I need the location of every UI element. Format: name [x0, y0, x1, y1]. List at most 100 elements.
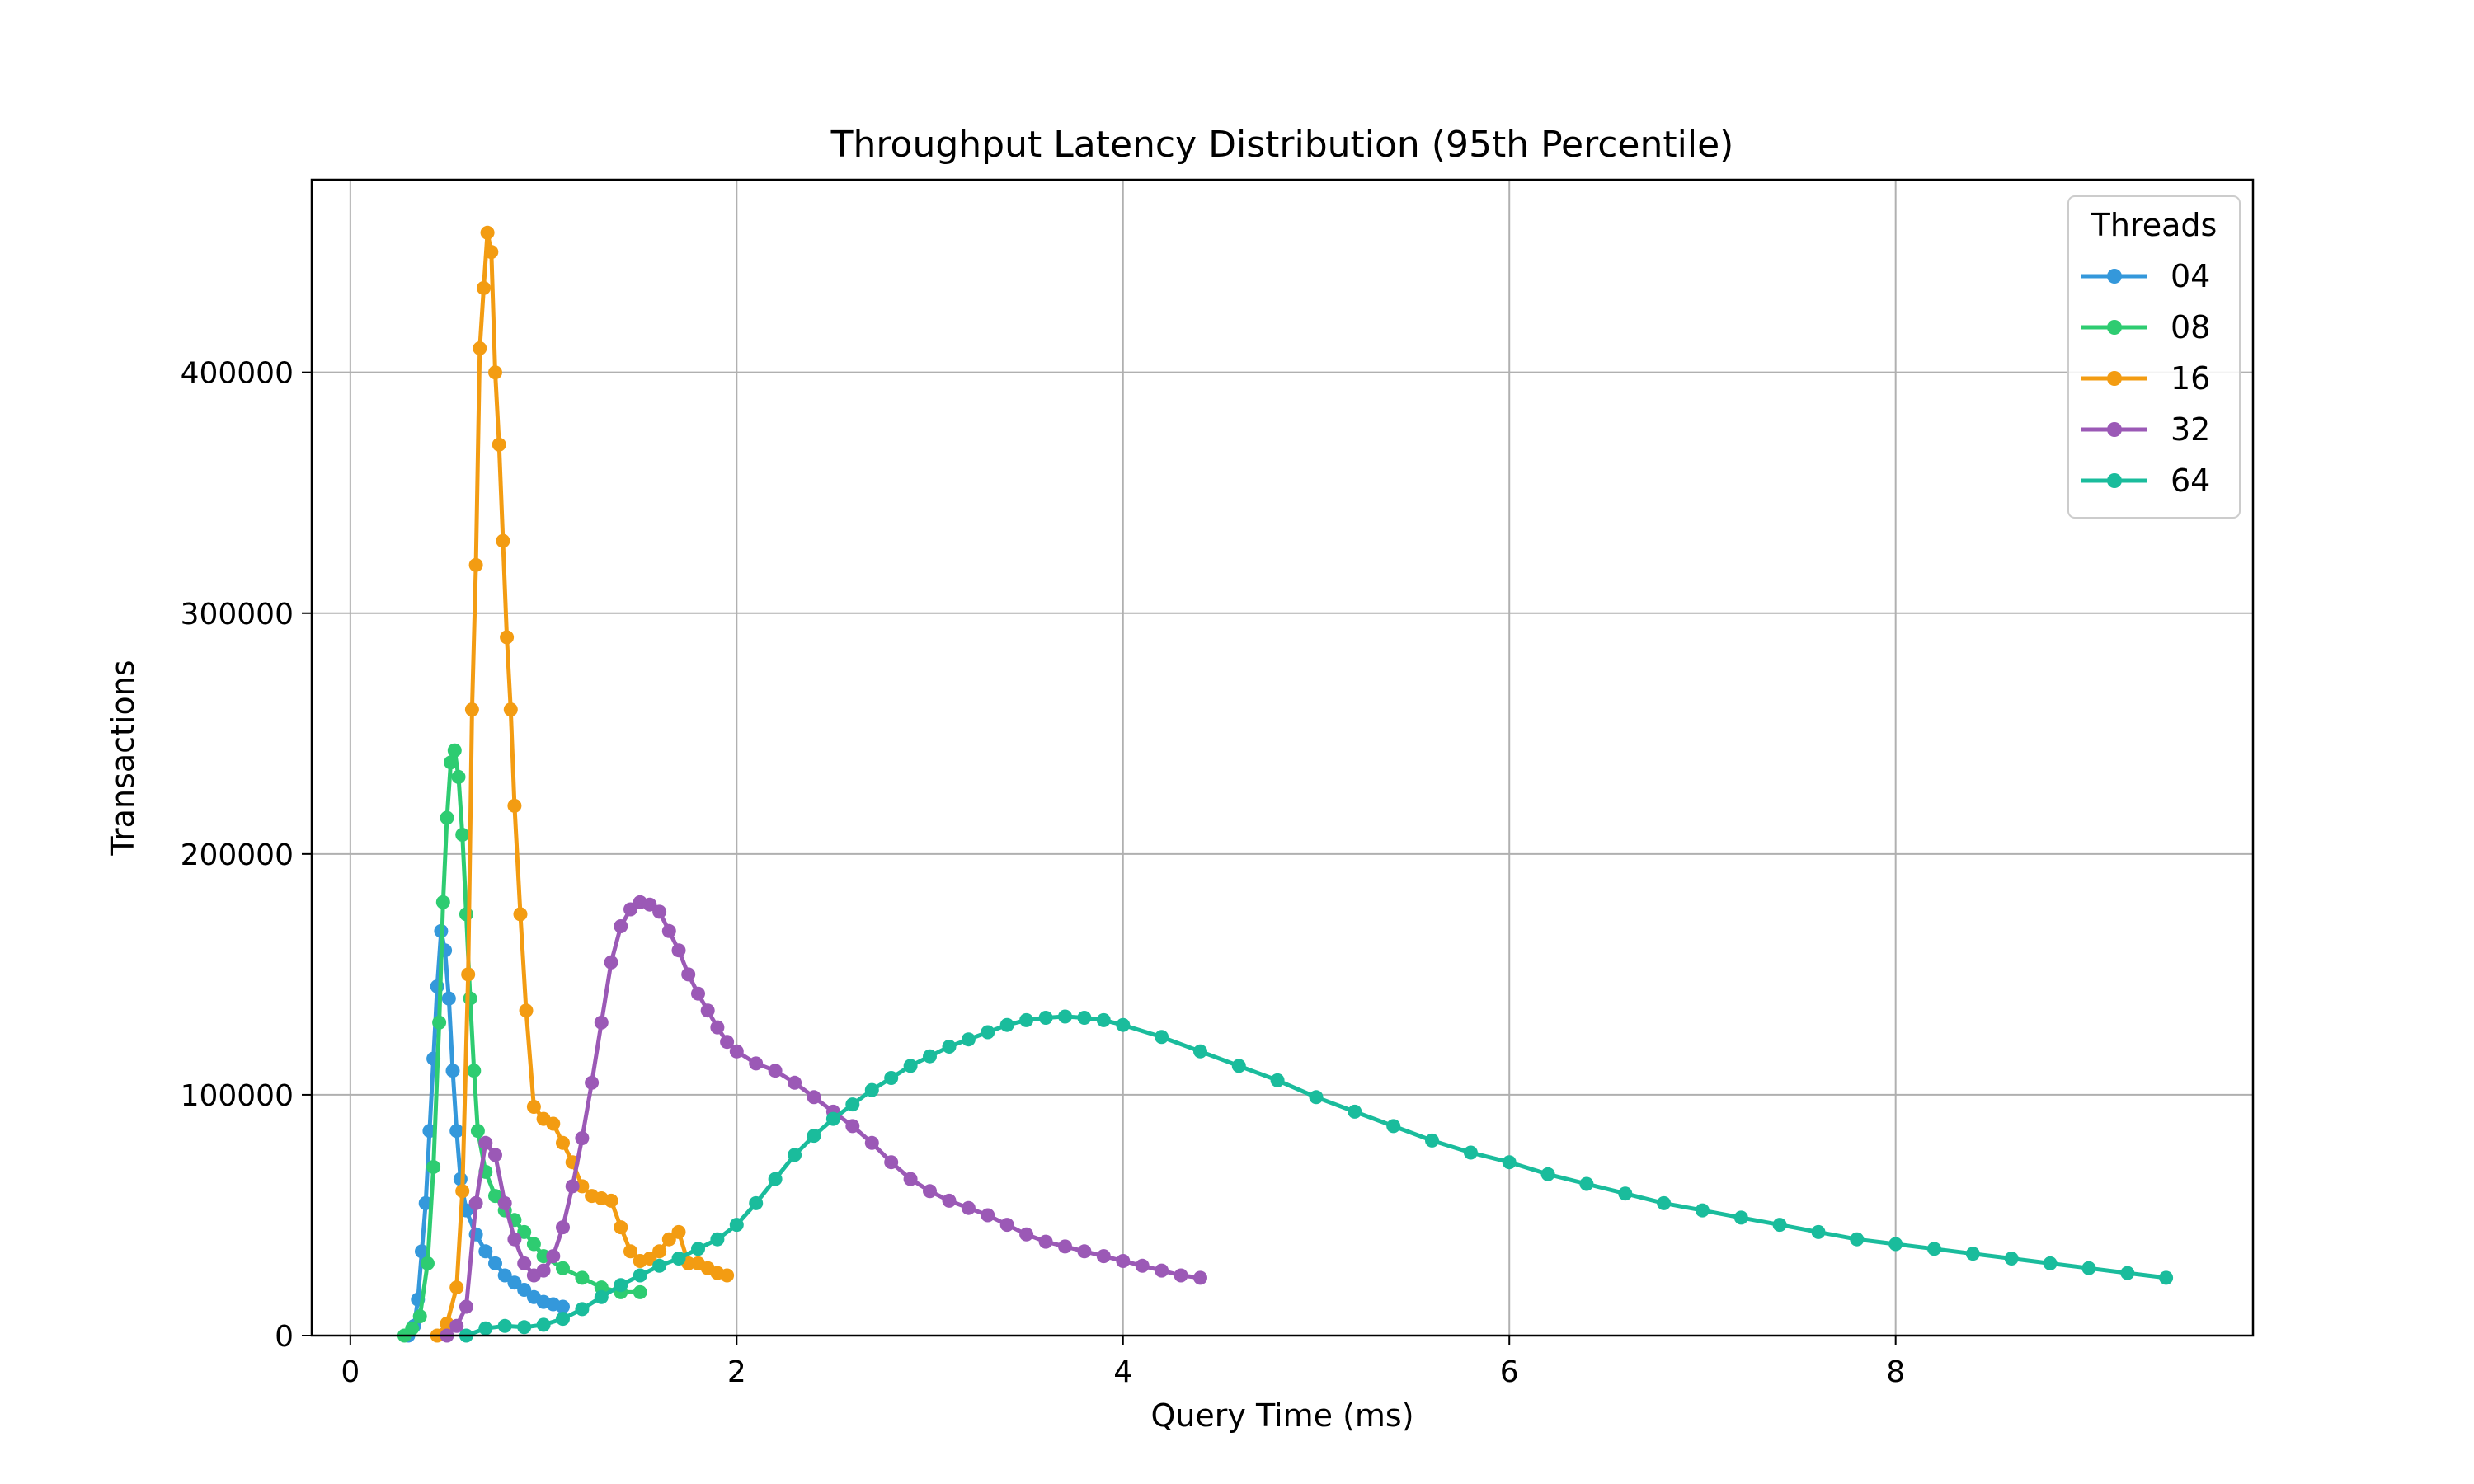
data-point [1019, 1012, 1034, 1027]
data-point [517, 1320, 532, 1335]
data-point [864, 1135, 879, 1150]
legend-swatch-marker [2107, 371, 2122, 386]
data-point [445, 1064, 460, 1078]
legend-title: Threads [2091, 207, 2218, 243]
data-point [426, 1160, 441, 1174]
data-point [942, 1040, 957, 1054]
data-point [999, 1017, 1014, 1032]
data-point [1309, 1090, 1324, 1105]
data-point [451, 769, 466, 784]
data-point [441, 991, 456, 1006]
data-point [488, 1256, 502, 1270]
data-point [492, 437, 506, 452]
data-point [412, 1309, 427, 1324]
data-point [633, 1268, 647, 1283]
data-point [1386, 1119, 1401, 1134]
data-point [432, 1015, 447, 1030]
data-point [845, 1097, 860, 1112]
data-point [440, 810, 454, 825]
data-point [565, 1179, 580, 1194]
data-point [710, 1232, 725, 1247]
data-point [556, 1261, 570, 1275]
data-point [2081, 1261, 2096, 1275]
data-point [488, 365, 502, 380]
data-point [691, 1242, 705, 1256]
series-line [435, 230, 728, 1337]
axis-ticks: 0 2 4 6 8 0 100000 200000 300000 400000 [181, 357, 1906, 1389]
data-point [1463, 1145, 1478, 1160]
data-point [807, 1090, 821, 1105]
data-point [884, 1155, 899, 1170]
data-point [1077, 1244, 1092, 1259]
data-point [604, 955, 618, 970]
data-point [1193, 1270, 1207, 1285]
data-point [961, 1200, 976, 1215]
data-point [449, 1280, 464, 1295]
data-point [546, 1116, 561, 1131]
data-point [961, 1032, 976, 1047]
data-point [464, 702, 479, 717]
data-point [478, 1321, 493, 1336]
x-tick-label: 0 [341, 1355, 360, 1389]
data-point [1850, 1232, 1865, 1247]
legend-item: 04 [2081, 258, 2210, 294]
data-point [463, 991, 477, 1006]
data-point [1096, 1249, 1111, 1264]
data-point [2159, 1270, 2174, 1285]
data-point [575, 1270, 590, 1285]
data-point [405, 1321, 420, 1336]
data-point [1058, 1239, 1072, 1254]
data-point [845, 1119, 860, 1134]
legend-box [2067, 195, 2241, 519]
data-point [478, 1135, 493, 1150]
data-point [2043, 1256, 2058, 1270]
data-point [526, 1100, 541, 1114]
data-point [455, 1184, 470, 1199]
data-point [642, 1252, 657, 1266]
y-tick-label: 100000 [181, 1079, 294, 1113]
data-point [671, 943, 686, 958]
data-point [585, 1075, 600, 1090]
series-32 [440, 895, 1207, 1343]
series-16 [430, 225, 735, 1343]
series-line [402, 748, 641, 1337]
data-point [536, 1263, 551, 1278]
legend-label: 16 [2171, 360, 2210, 397]
data-point [513, 907, 528, 922]
data-point [594, 1015, 609, 1030]
data-point [1193, 1044, 1207, 1059]
data-point [923, 1184, 937, 1199]
data-point [536, 1317, 551, 1332]
data-point [575, 1302, 590, 1317]
data-point [1135, 1258, 1150, 1273]
data-point [749, 1056, 764, 1071]
data-point [459, 1299, 473, 1314]
legend-item: 16 [2081, 360, 2210, 397]
data-point [497, 1318, 512, 1333]
series-layer [397, 225, 2174, 1343]
data-point [1348, 1104, 1362, 1119]
legend-swatch-marker [2107, 320, 2122, 335]
data-point [455, 828, 470, 842]
data-point [1733, 1210, 1748, 1225]
data-point [614, 1220, 628, 1235]
data-point [480, 225, 495, 240]
data-point [999, 1218, 1014, 1233]
data-point [691, 986, 705, 1001]
data-point [449, 1318, 464, 1333]
data-point [671, 1252, 686, 1266]
data-point [652, 1258, 667, 1273]
data-point [517, 1283, 532, 1297]
data-point [903, 1172, 918, 1186]
data-point [807, 1129, 821, 1144]
data-point [623, 902, 637, 917]
data-point [720, 1268, 735, 1283]
data-point [556, 1220, 570, 1235]
data-point [556, 1299, 570, 1314]
data-point [1231, 1059, 1246, 1073]
data-point [1019, 1227, 1034, 1242]
data-point [729, 1044, 744, 1059]
data-point [1038, 1234, 1053, 1249]
data-point [526, 1237, 541, 1252]
series-64 [459, 1009, 2174, 1343]
